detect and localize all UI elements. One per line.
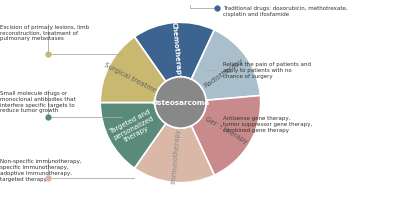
Wedge shape	[134, 23, 215, 82]
Wedge shape	[191, 96, 261, 175]
Text: Chemotherapy: Chemotherapy	[170, 21, 181, 80]
Wedge shape	[100, 38, 166, 103]
Text: Osteosarcoma: Osteosarcoma	[151, 100, 210, 106]
Text: Surgical treatment: Surgical treatment	[103, 61, 164, 96]
Wedge shape	[134, 124, 215, 183]
Circle shape	[155, 77, 206, 129]
Text: Gene therapy: Gene therapy	[204, 115, 249, 144]
Text: Traditional drugs: doxorubicin, methotrexate,
cisplatin and ifosfamide: Traditional drugs: doxorubicin, methotre…	[223, 6, 347, 17]
Wedge shape	[191, 31, 260, 101]
Text: Excision of primary lesions, limb
reconstruction, treatment of
pulmonary metasta: Excision of primary lesions, limb recons…	[0, 25, 89, 41]
Text: Immunotherapy: Immunotherapy	[170, 128, 181, 183]
Text: Non-specific immunotherapy,
specific immunotherapy,
adoptive immunotherapy,
targ: Non-specific immunotherapy, specific imm…	[0, 159, 82, 181]
Wedge shape	[100, 103, 166, 168]
Text: Relieve the pain of patients and
apply to patients with no
chance of surgery: Relieve the pain of patients and apply t…	[223, 62, 310, 78]
Text: Targeted and
personalized
therapy: Targeted and personalized therapy	[109, 108, 158, 147]
Text: Radiotherapy: Radiotherapy	[203, 57, 245, 89]
Text: Small molecule drugs or
monoclonal antibodies that
interfere specific targets to: Small molecule drugs or monoclonal antib…	[0, 91, 76, 113]
Text: Antisense gene therapy,
tumor suppressor gene therapy,
combined gene therapy: Antisense gene therapy, tumor suppressor…	[223, 115, 312, 132]
